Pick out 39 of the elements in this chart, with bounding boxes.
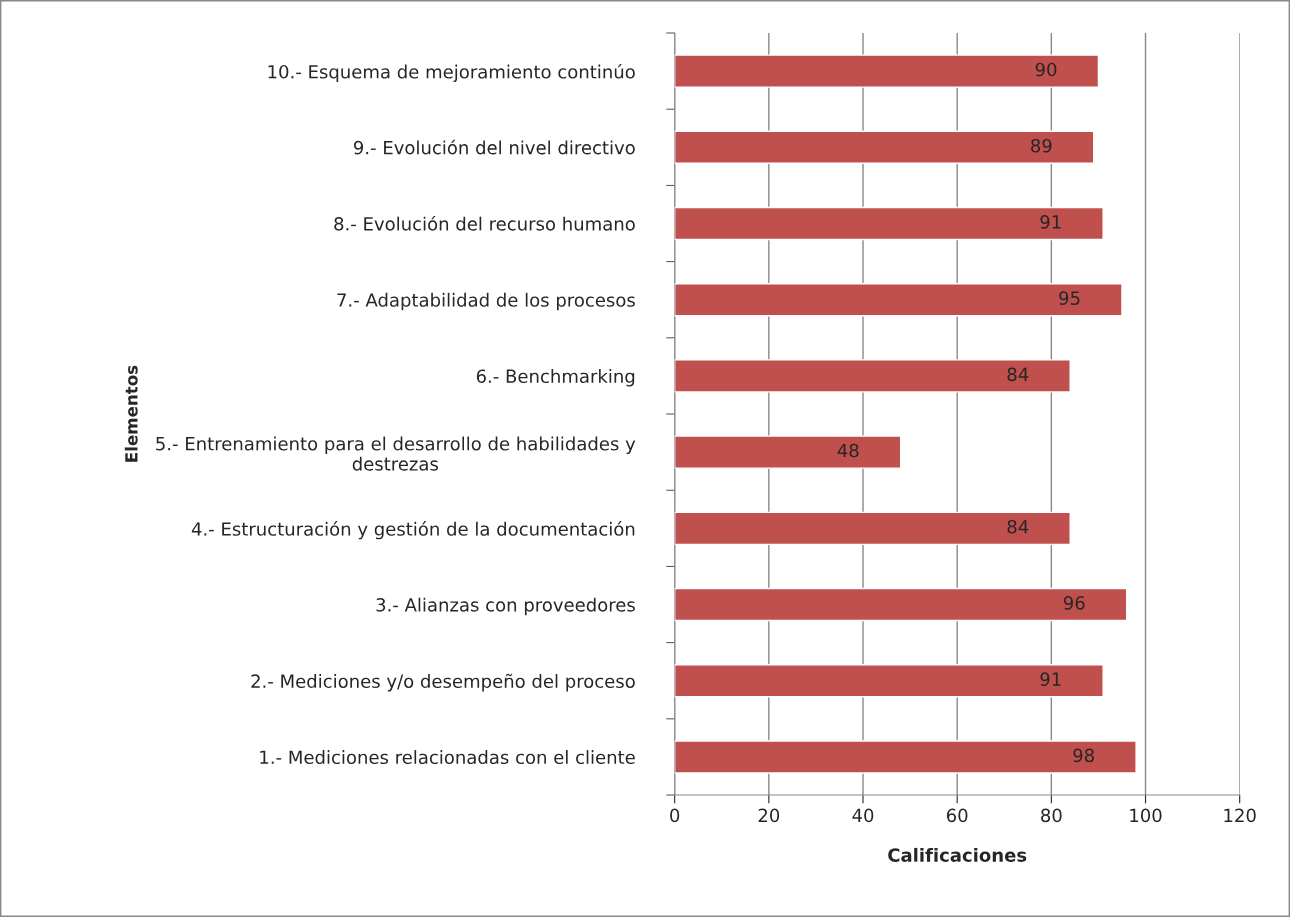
y-tick-label: 10.- Esquema de mejoramiento continúo	[268, 63, 635, 83]
bar	[674, 511, 1071, 546]
data-label: 91	[1040, 215, 1061, 229]
y-tick-label: 2.- Mediciones y/o desempeño del proceso	[251, 673, 635, 692]
bar	[674, 54, 1100, 88]
bar	[674, 435, 902, 469]
data-label: 96	[1063, 596, 1085, 610]
y-tick-label: 7.- Adaptabilidad de los procesos	[337, 292, 635, 311]
y-tick-label: 8.- Evolución del recurso humano	[334, 215, 635, 231]
bar	[674, 359, 1071, 393]
y-tick-label: 4.- Estructuración y gestión de la documentación	[191, 521, 635, 540]
bar	[674, 664, 1104, 698]
y-axis-title: Elementos	[124, 365, 138, 462]
data-label: 95	[1059, 291, 1080, 305]
bar	[674, 206, 1104, 241]
y-tick-label: 5.- Entrenamiento para el desarrollo de habilidades y destrezas	[156, 436, 636, 471]
y-tick-label: 3.- Alianzas con proveedores	[376, 597, 635, 616]
x-tick-label: 0	[670, 808, 680, 823]
data-label: 98	[1073, 748, 1094, 763]
data-label: 91	[1040, 672, 1061, 686]
x-tick-label: 40	[852, 808, 874, 823]
x-tick-label: 120	[1224, 808, 1256, 823]
bar	[674, 283, 1123, 317]
bar	[674, 587, 1128, 622]
bar	[674, 740, 1137, 774]
x-tick-label: 80	[1041, 808, 1062, 823]
bar	[674, 130, 1095, 165]
y-tick-label: 1.- Mediciones relacionadas con el cliente	[260, 750, 635, 765]
data-label: 84	[1007, 367, 1029, 382]
data-label: 90	[1035, 62, 1057, 77]
x-tick-label: 20	[758, 808, 780, 823]
y-tick-label: 9.- Evolución del nivel directivo	[353, 139, 635, 155]
x-tick-label: 60	[946, 808, 968, 823]
y-tick-label: 6.- Benchmarking	[476, 369, 635, 387]
x-axis-title: Calificaciones	[888, 847, 1027, 862]
data-label: 48	[837, 443, 859, 458]
data-label: 89	[1031, 138, 1052, 153]
x-tick-label: 100	[1130, 808, 1162, 823]
data-label: 84	[1007, 519, 1029, 534]
